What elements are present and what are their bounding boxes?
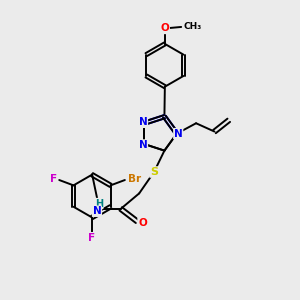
Text: O: O (138, 218, 147, 228)
Text: S: S (150, 167, 158, 177)
Text: N: N (139, 140, 147, 150)
Text: N: N (139, 117, 147, 127)
Text: N: N (174, 129, 183, 139)
Text: H: H (95, 199, 103, 208)
Text: F: F (88, 233, 96, 243)
Text: O: O (160, 23, 169, 33)
Text: Br: Br (128, 174, 142, 184)
Text: F: F (50, 174, 57, 184)
Text: N: N (93, 206, 101, 216)
Text: CH₃: CH₃ (183, 22, 202, 32)
